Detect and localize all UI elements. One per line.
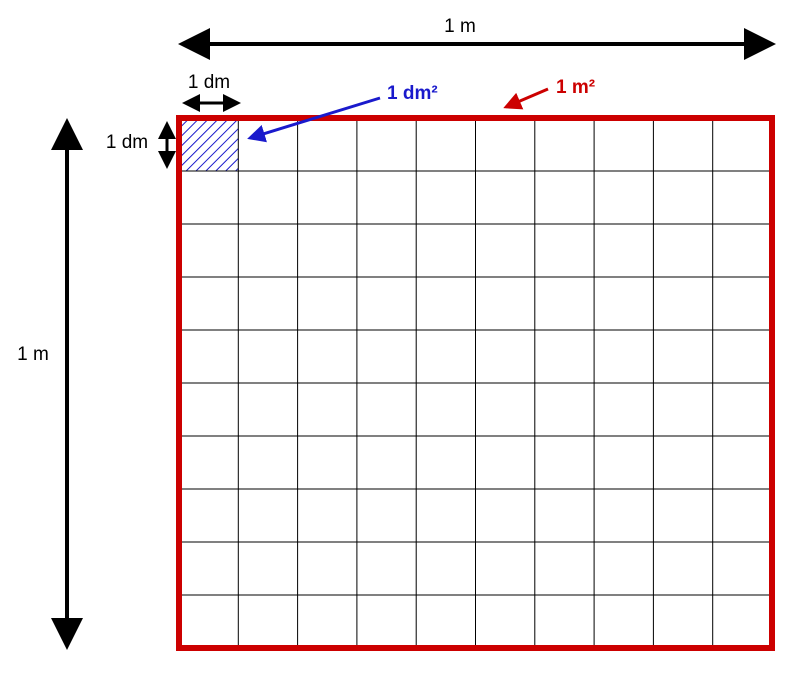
square-area-label: 1 m² [556,77,595,98]
cell-area-label: 1 dm² [387,83,438,104]
square-area-arrow [503,87,549,110]
cell-area-arrow [247,96,381,143]
left-label: 1 m [17,344,49,365]
top-label: 1 m [444,16,476,37]
square-border [176,115,775,651]
cell-height-label: 1 dm [106,132,148,153]
grid [179,118,772,648]
hatched-cell [179,118,238,171]
cell-width-label: 1 dm [188,72,230,93]
